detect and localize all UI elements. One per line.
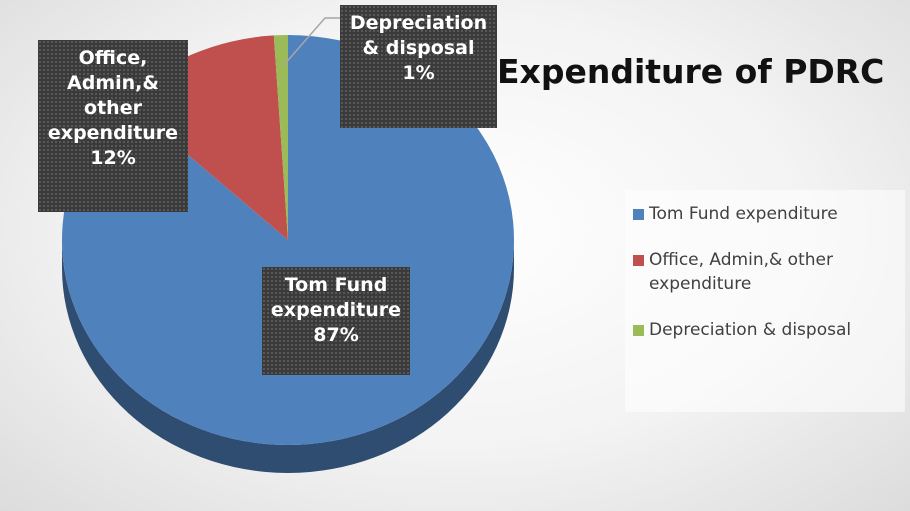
legend-label: Office, Admin,& other expenditure [649,250,833,294]
legend-item: Tom Fund expenditure [633,202,897,226]
legend-swatch [633,255,644,266]
data-label-value: 87% [313,324,359,346]
data-label-value: 1% [402,62,435,84]
legend-label: Depreciation & disposal [649,320,852,340]
legend-label: Tom Fund expenditure [649,204,838,224]
data-label-category: Office, Admin,& other expenditure [47,47,179,144]
leader-line [282,17,342,67]
legend-swatch [633,209,644,220]
data-label: Tom Fund expenditure 87% [262,267,410,375]
data-label: Depreciation & disposal 1% [340,5,497,128]
data-label-value: 12% [90,147,136,169]
data-label: Office, Admin,& other expenditure 12% [38,40,188,212]
legend-item: Office, Admin,& other expenditure [633,248,897,296]
data-label-category: Depreciation & disposal [349,12,488,59]
legend-swatch [633,325,644,336]
legend-item: Depreciation & disposal [633,318,897,342]
data-label-category: Tom Fund expenditure [270,274,402,321]
chart-title: Expenditure of PDRC [497,52,885,91]
legend: Tom Fund expenditure Office, Admin,& othe… [625,190,905,412]
pie-slice [273,35,288,240]
